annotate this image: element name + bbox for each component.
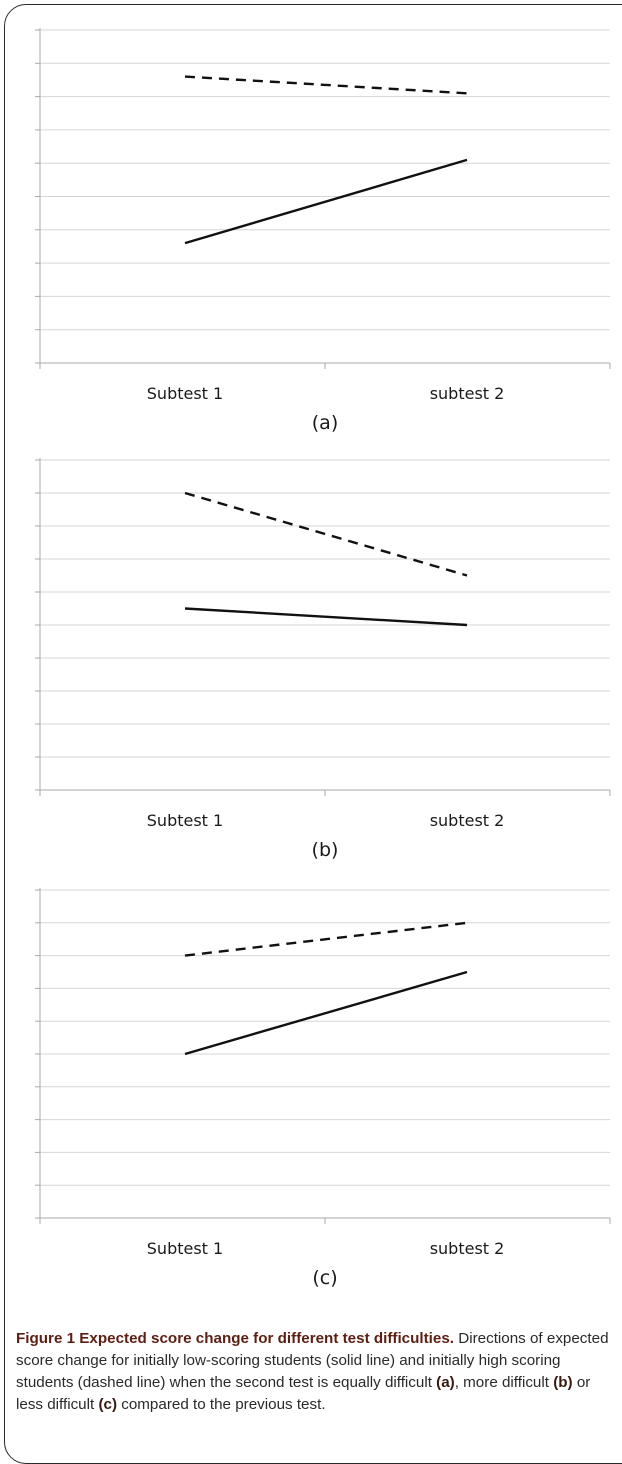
x-tick-label-b-2: subtest 2	[430, 811, 505, 830]
caption-text-1: Directions of expected score change for …	[16, 1330, 609, 1391]
x-tick-label-c-1: Subtest 1	[147, 1239, 223, 1258]
x-tick-label-a-1: Subtest 1	[147, 384, 223, 403]
caption-label-a: (a)	[436, 1374, 455, 1391]
series-solid-b	[184, 607, 468, 627]
panel-label-c: (c)	[312, 1267, 337, 1289]
x-tick-label-b-1: Subtest 1	[147, 811, 223, 830]
caption-label-c: (c)	[98, 1396, 118, 1413]
series-dashed-c	[184, 921, 468, 957]
caption-text-3: or less difficult	[16, 1374, 591, 1413]
caption-text-2: , more difficult	[454, 1374, 554, 1391]
caption-label-b: (b)	[553, 1374, 573, 1391]
series-solid-c	[184, 970, 468, 1056]
series-solid-a	[184, 158, 468, 245]
caption-title: Figure 1 Expected score change for diffe…	[16, 1330, 455, 1347]
x-tick-label-a-2: subtest 2	[430, 384, 505, 403]
x-tick-label-c-2: subtest 2	[430, 1239, 505, 1258]
panel-label-a: (a)	[312, 412, 338, 434]
series-dashed-a	[184, 75, 468, 95]
panel-label-b: (b)	[312, 839, 339, 861]
series-dashed-b	[184, 491, 468, 577]
caption-text-4: compared to the previous test.	[117, 1396, 326, 1413]
figure-caption: Figure 1 Expected score change for diffe…	[16, 1328, 616, 1416]
figure-charts: Subtest 1 subtest 2 (a) Subtest 1 subtest 2 (…	[35, 28, 611, 1289]
